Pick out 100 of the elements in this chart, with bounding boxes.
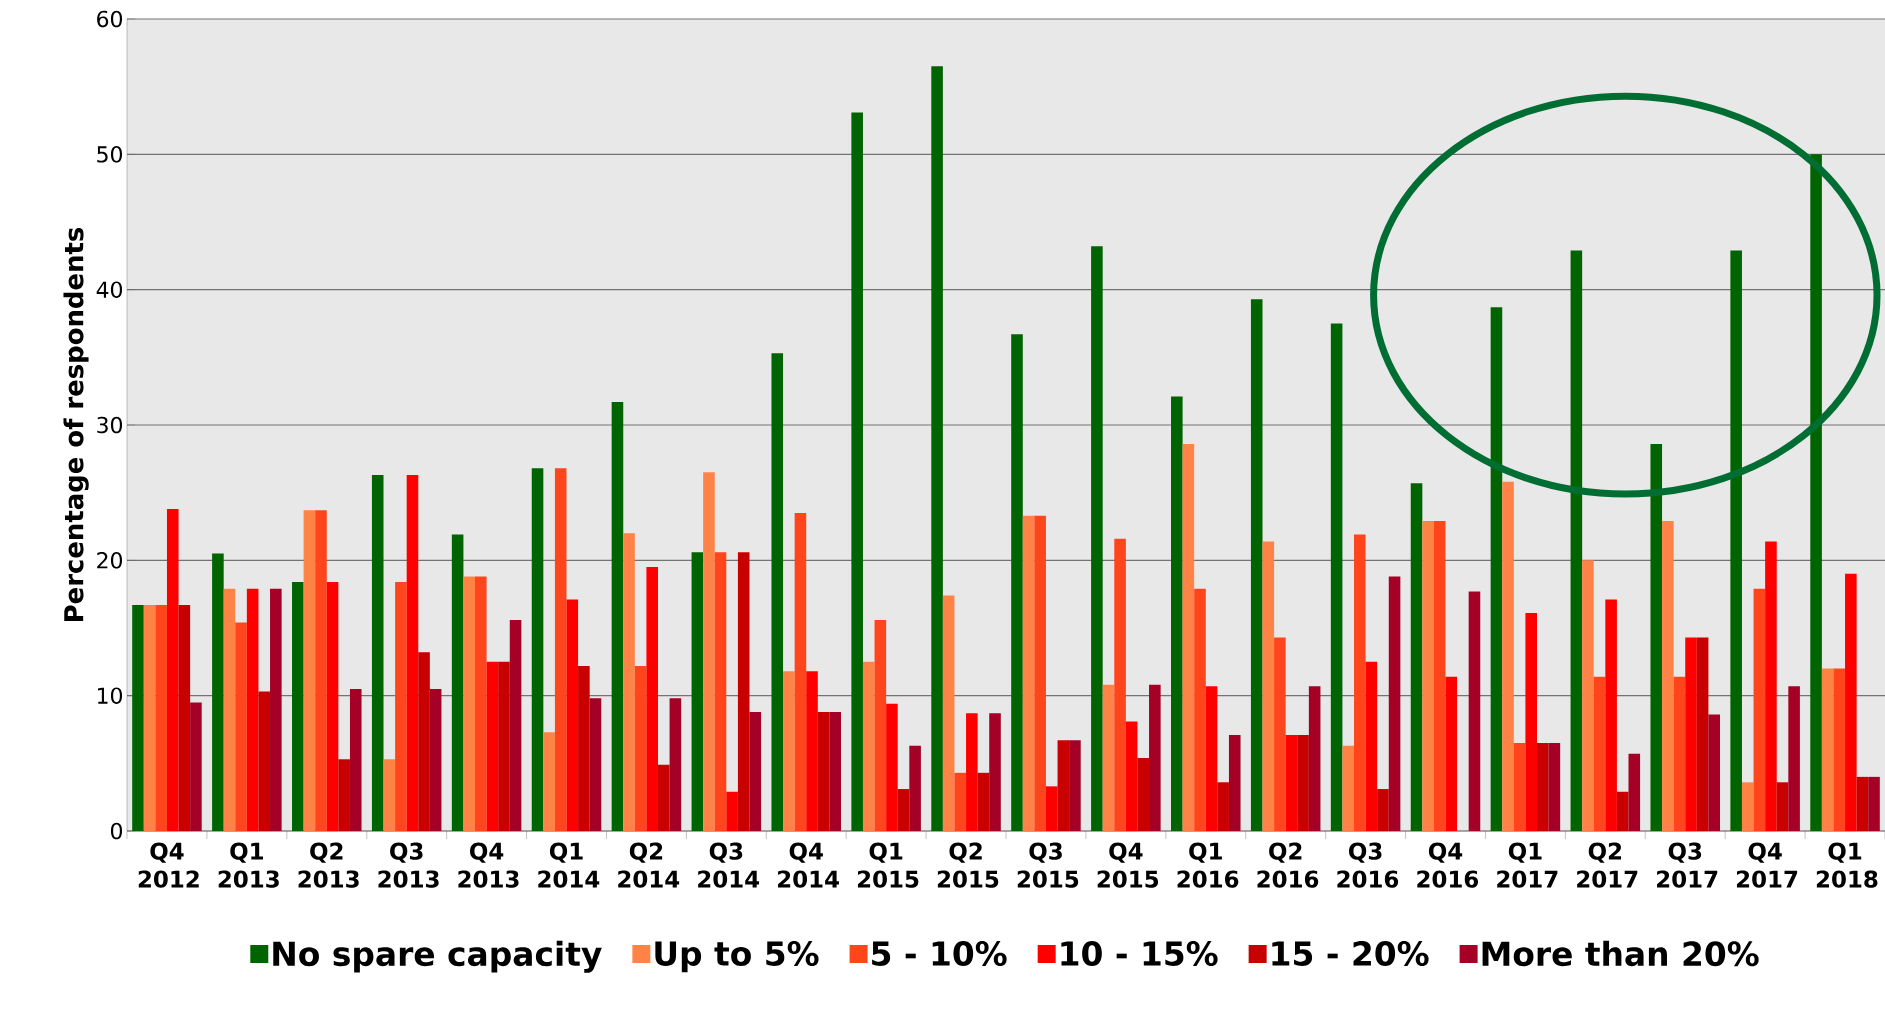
bar — [155, 604, 167, 831]
bar — [1537, 743, 1549, 831]
bar — [1308, 686, 1321, 831]
bar — [1753, 588, 1766, 831]
bar — [1650, 443, 1663, 831]
bar — [270, 588, 282, 831]
bar — [806, 671, 818, 831]
bar — [1069, 740, 1081, 831]
bar — [212, 553, 224, 831]
bar — [303, 510, 316, 831]
bar — [714, 552, 727, 831]
bar — [383, 759, 396, 831]
x-tick-label: Q4 2016 — [1417, 842, 1479, 888]
x-tick-label: Q4 2014 — [778, 842, 839, 888]
bar — [566, 599, 579, 831]
bar — [611, 401, 624, 831]
bar — [1034, 515, 1046, 831]
bar — [451, 534, 464, 831]
bar — [1422, 521, 1434, 831]
bar — [1845, 573, 1857, 831]
bar — [1605, 599, 1617, 831]
x-tick-label: Q3 2015 — [1017, 842, 1079, 888]
bar — [1057, 740, 1070, 831]
bar — [771, 353, 784, 831]
x-tick-label: Q1 2014 — [538, 842, 600, 888]
bar — [1149, 684, 1161, 831]
y-tick-label: 40 — [96, 281, 123, 298]
bar — [1194, 588, 1206, 831]
bar — [143, 604, 156, 831]
x-tick-label: Q3 2014 — [698, 842, 760, 888]
x-tick-label: Q4 2013 — [458, 842, 519, 888]
bar — [874, 619, 887, 831]
bar — [292, 581, 304, 831]
bar — [246, 588, 259, 831]
bar — [1114, 538, 1126, 831]
bar — [486, 661, 499, 831]
bar — [1022, 515, 1035, 831]
legend-label: 15 - 20% — [1272, 941, 1429, 966]
x-tick-label: Q4 2015 — [1097, 842, 1159, 888]
y-tick-label: 0 — [110, 822, 123, 840]
bar — [1342, 745, 1355, 831]
bar — [1274, 637, 1286, 831]
bar — [463, 576, 475, 831]
y-tick-label: 10 — [98, 687, 123, 704]
bar — [1182, 443, 1195, 831]
x-tick-label: Q1 2017 — [1497, 842, 1558, 888]
bar — [1365, 661, 1378, 831]
bar — [509, 619, 522, 831]
bar — [1548, 743, 1561, 831]
bar — [1856, 776, 1869, 831]
bar — [634, 665, 647, 831]
bar — [1765, 541, 1777, 831]
bar — [349, 688, 362, 831]
bar — [1582, 560, 1594, 831]
x-tick-label: Q1 2016 — [1177, 842, 1239, 888]
bar — [931, 66, 943, 831]
x-tick-label: Q1 2013 — [218, 842, 279, 888]
bar — [1673, 676, 1686, 831]
bar — [829, 711, 841, 831]
bar — [897, 789, 910, 831]
bar — [623, 533, 635, 831]
bar — [132, 604, 144, 831]
bar — [543, 732, 555, 831]
y-tick-label: 20 — [97, 552, 123, 569]
bar — [1217, 782, 1229, 831]
bar — [1262, 541, 1275, 831]
x-tick-label: Q4 2017 — [1736, 842, 1798, 888]
x-tick-label: Q2 2017 — [1577, 842, 1638, 888]
y-tick-label: 30 — [97, 416, 123, 434]
bar — [726, 791, 738, 831]
legend-label: Up to 5% — [655, 941, 819, 973]
y-tick-label: 60 — [97, 10, 123, 28]
bar — [578, 665, 590, 831]
x-tick-label: Q2 2015 — [937, 842, 999, 888]
bar — [498, 661, 510, 831]
bar — [1513, 743, 1526, 831]
bar — [909, 745, 921, 831]
x-tick-label: Q3 2013 — [378, 842, 439, 888]
legend-label: 10 - 15% — [1061, 941, 1218, 966]
bar — [223, 588, 236, 831]
bar — [1102, 684, 1115, 831]
x-tick-label: Q2 2014 — [618, 842, 680, 888]
bar — [1708, 714, 1720, 831]
bar — [1297, 734, 1309, 831]
bar — [418, 652, 430, 831]
bar — [1628, 753, 1641, 831]
x-tick-label: Q3 2017 — [1657, 842, 1718, 888]
bar — [1285, 734, 1298, 831]
bar — [429, 688, 442, 831]
bar — [1011, 334, 1023, 831]
x-tick-label: Q2 2013 — [298, 842, 359, 888]
bar — [1171, 396, 1183, 831]
bar — [1593, 676, 1606, 831]
bar — [942, 595, 955, 831]
bar — [862, 661, 875, 831]
bar — [1445, 676, 1458, 831]
x-tick-label: Q3 2016 — [1337, 842, 1399, 888]
bar — [1833, 668, 1846, 831]
bar — [475, 576, 487, 831]
bar — [1810, 154, 1822, 831]
